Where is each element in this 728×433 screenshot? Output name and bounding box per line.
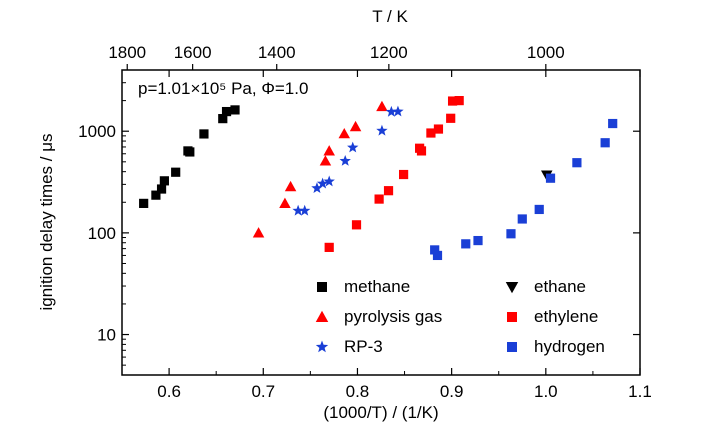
x-tick-label: 1.1 <box>628 382 652 401</box>
x-tick-label: 0.9 <box>440 382 464 401</box>
top-axis-title: T / K <box>372 7 408 26</box>
y-tick-label: 1000 <box>78 122 116 141</box>
x-tick-label: 0.7 <box>251 382 275 401</box>
data-point-ethylene <box>374 194 384 204</box>
legend-marker-rp-3 <box>315 340 329 353</box>
axis-ticks: 0.6 0.7 0.8 0.9 1.0 1.1 10 100 1000 1800 1600 1400 1… <box>78 43 652 401</box>
data-point-hydrogen <box>506 229 516 239</box>
data-point-hydrogen <box>461 239 471 249</box>
legend: methane pyrolysis gas RP-3 ethane ethylene hy… <box>315 277 605 356</box>
legend-label-ethylene: ethylene <box>534 307 598 326</box>
top-tick-label: 1600 <box>174 43 212 62</box>
data-point-rp-3 <box>299 204 311 216</box>
legend-marker-ethane <box>505 282 519 294</box>
data-point-rp-3 <box>311 182 323 194</box>
data-point-ethylene <box>416 146 427 156</box>
data-point-pyrolysis-gas <box>376 100 388 112</box>
data-point-methane <box>185 147 195 157</box>
data-point-hydrogen <box>600 138 610 148</box>
data-point-ethylene <box>446 113 456 123</box>
data-point-rp-3 <box>323 175 335 187</box>
data-point-pyrolysis-gas <box>349 120 362 132</box>
data-point-hydrogen <box>430 245 440 255</box>
data-point-ethylene <box>433 124 444 134</box>
data-point-ethylene <box>399 169 409 180</box>
data-point-rp-3 <box>385 105 398 117</box>
data-point-ethylene <box>383 186 394 196</box>
data-point-rp-3 <box>316 177 329 189</box>
conditions-annotation: p=1.01×10⁵ Pa, Φ=1.0 <box>138 79 308 98</box>
data-point-methane <box>230 105 240 115</box>
legend-marker-ethylene <box>507 312 517 322</box>
x-axis-title: (1000/T) / (1/K) <box>323 403 438 422</box>
data-point-rp-3 <box>376 124 388 136</box>
data-point-methane <box>159 176 169 186</box>
y-tick-label: 100 <box>88 224 116 243</box>
legend-label-ethane: ethane <box>534 277 586 296</box>
data-point-pyrolysis-gas <box>252 227 265 238</box>
data-point-methane <box>156 184 167 194</box>
data-point-methane <box>221 106 232 117</box>
data-point-pyrolysis-gas <box>323 145 335 156</box>
plot-frame <box>121 69 641 376</box>
legend-label-methane: methane <box>344 277 410 296</box>
data-point-ethylene <box>426 128 436 138</box>
legend-marker-methane <box>317 282 327 292</box>
legend-label-hydrogen: hydrogen <box>534 337 605 356</box>
data-point-pyrolysis-gas <box>284 180 297 192</box>
data-point-rp-3 <box>392 105 404 117</box>
legend-marker-pyrolysis-gas <box>315 310 329 322</box>
y-axis-title: ignition delay times / μs <box>37 133 56 310</box>
data-point-methane <box>171 167 181 177</box>
x-tick-label: 0.8 <box>346 382 370 401</box>
legend-label-rp-3: RP-3 <box>344 337 383 356</box>
data-point-methane <box>218 114 228 124</box>
data-point-hydrogen <box>432 250 443 261</box>
data-point-rp-3 <box>292 204 304 216</box>
data-points <box>139 96 618 261</box>
x-tick-label: 1.0 <box>534 382 558 401</box>
x-tick-label: 0.6 <box>157 382 181 401</box>
data-point-methane <box>199 129 209 139</box>
data-point-hydrogen <box>517 214 527 224</box>
legend-label-pyrolysis-gas: pyrolysis gas <box>344 307 442 326</box>
data-point-pyrolysis-gas <box>338 127 351 139</box>
top-tick-label: 1800 <box>108 43 146 62</box>
data-point-pyrolysis-gas <box>279 197 291 208</box>
y-tick-label: 10 <box>97 326 116 345</box>
legend-marker-hydrogen <box>507 342 517 352</box>
data-point-hydrogen <box>608 118 618 129</box>
data-point-ethylene <box>324 242 334 252</box>
data-point-hydrogen <box>473 235 483 246</box>
data-point-rp-3 <box>347 141 359 153</box>
data-point-methane <box>139 198 149 208</box>
top-tick-label: 1400 <box>258 43 296 62</box>
data-point-hydrogen <box>572 158 582 168</box>
top-tick-label: 1200 <box>370 43 408 62</box>
data-point-hydrogen <box>534 204 544 215</box>
data-point-hydrogen <box>545 173 556 183</box>
data-point-ethylene <box>454 96 464 106</box>
data-point-rp-3 <box>339 154 351 166</box>
data-point-pyrolysis-gas <box>319 155 332 166</box>
data-point-ethylene <box>447 96 458 106</box>
data-point-ethylene <box>351 220 362 230</box>
top-tick-label: 1000 <box>527 43 565 62</box>
data-point-methane <box>151 190 161 200</box>
